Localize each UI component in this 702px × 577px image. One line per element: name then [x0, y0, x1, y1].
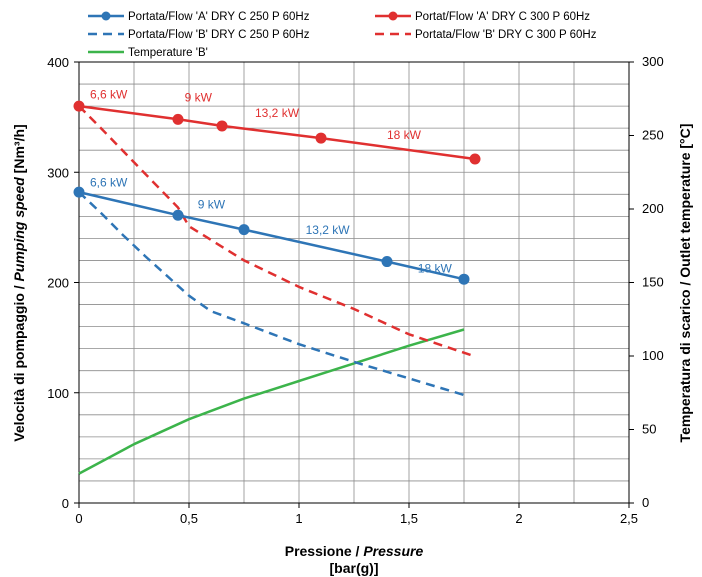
annotation-label: 6,6 kW — [90, 176, 128, 190]
legend-label: Portata/Flow 'B' DRY C 250 P 60Hz — [128, 29, 310, 41]
series-point — [458, 273, 470, 285]
legend: Portata/Flow 'A' DRY C 250 P 60Hz Portat/… — [88, 11, 597, 59]
series-point — [73, 100, 85, 112]
x-tick-label: 0,5 — [180, 511, 198, 526]
y2-tick-label: 0 — [642, 495, 649, 510]
y-tick-label: 400 — [47, 55, 69, 70]
x-tick-label: 1 — [295, 511, 302, 526]
series-line — [78, 105, 476, 358]
y-axis-title-main: Velocità di pompaggio / — [11, 281, 27, 441]
axis-ticks: 0 0,5 1 1,5 2 2,5 0 100 200 300 400 0 50 100 150 200 250… — [47, 54, 663, 526]
y-tick-label: 100 — [47, 386, 69, 401]
x-axis-unit: [bar(g)] — [330, 560, 379, 576]
series-point — [238, 224, 250, 236]
y2-tick-label: 150 — [642, 275, 664, 290]
grid — [79, 62, 629, 503]
y2-axis-title: Temperatura di scarico / Outlet temperat… — [677, 124, 693, 443]
x-tick-label: 0 — [75, 511, 82, 526]
series-point — [381, 256, 393, 268]
legend-label: Temperature 'B' — [128, 47, 208, 59]
series-line — [78, 190, 465, 281]
annotation-label: 9 kW — [198, 198, 226, 212]
series — [73, 100, 481, 475]
y2-tick-label: 100 — [642, 348, 664, 363]
x-tick-label: 2 — [515, 511, 522, 526]
y-axis-title-italic: Pumping speed — [11, 177, 27, 282]
annotation-label: 6,6 kW — [90, 87, 128, 101]
series-point — [172, 209, 184, 221]
series-point — [216, 120, 228, 132]
series-line — [78, 191, 465, 397]
y2-tick-label: 300 — [642, 54, 664, 69]
series-line — [78, 328, 465, 475]
y2-tick-label: 250 — [642, 128, 664, 143]
x-tick-label: 2,5 — [620, 511, 638, 526]
y-tick-label: 0 — [62, 496, 69, 511]
x-axis-title-italic: Pressure — [363, 543, 423, 559]
x-axis-title: Pressione / Pressure — [285, 543, 424, 559]
legend-label: Portata/Flow 'A' DRY C 250 P 60Hz — [128, 11, 310, 23]
y-axis-title-unit: [Nm³/h] — [11, 124, 27, 177]
annotation-label: 13,2 kW — [306, 223, 351, 237]
x-tick-label: 1,5 — [400, 511, 418, 526]
annotation-label: 18 kW — [418, 262, 453, 276]
y-tick-label: 200 — [47, 276, 69, 291]
annotation-label: 13,2 kW — [255, 106, 300, 120]
series-point — [315, 132, 327, 144]
annotation-label: 9 kW — [185, 91, 213, 105]
annotation-label: 18 kW — [387, 128, 422, 142]
series-point — [172, 113, 184, 125]
y2-tick-label: 50 — [642, 422, 656, 437]
series-point — [469, 153, 481, 165]
legend-label: Portat/Flow 'A' DRY C 300 P 60Hz — [415, 11, 590, 23]
legend-marker — [388, 11, 398, 21]
y2-tick-label: 200 — [642, 201, 664, 216]
x-axis-title-main: Pressione / — [285, 543, 364, 559]
series-point — [73, 186, 85, 198]
y-tick-label: 300 — [47, 165, 69, 180]
legend-marker — [101, 11, 111, 21]
annotations: 6,6 kW 9 kW 13,2 kW 18 kW 6,6 kW 9 kW 13,2 kW 1… — [90, 87, 452, 275]
y-axis-title: Velocità di pompaggio / Pumping speed [N… — [11, 124, 27, 441]
legend-label: Portata/Flow 'B' DRY C 300 P 60Hz — [415, 29, 597, 41]
